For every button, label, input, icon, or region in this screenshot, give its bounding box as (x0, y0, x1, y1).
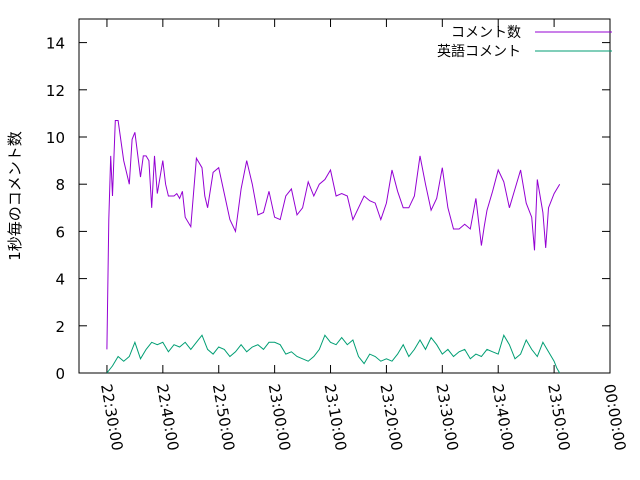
y-tick-label: 14 (46, 35, 65, 53)
y-ticks: 0 2 4 6 8 10 12 14 (46, 35, 610, 383)
x-tick-label: 22:30:00 (97, 383, 126, 452)
y-axis-label-group: 1秒毎のコメント数 (6, 131, 24, 261)
x-tick-label: 23:00:00 (265, 383, 294, 452)
y-tick-label: 12 (46, 82, 65, 100)
x-tick-label: 23:10:00 (321, 383, 350, 452)
legend-label-1: コメント数 (451, 25, 521, 41)
x-tick-label: 23:50:00 (544, 383, 573, 452)
series-line-2 (106, 333, 561, 374)
series-line-1 (106, 120, 561, 350)
x-tick-label: 23:30:00 (432, 383, 461, 452)
x-tick-label: 23:20:00 (376, 383, 405, 452)
x-ticks: 22:30:00 22:40:00 22:50:00 23:00:00 23:10:00… (97, 19, 629, 452)
y-tick-label: 2 (55, 318, 65, 336)
y-tick-label: 8 (55, 176, 65, 194)
x-tick-label: 22:50:00 (209, 383, 238, 452)
x-tick-label: 00:00:00 (600, 383, 629, 452)
y-tick-label: 10 (46, 129, 65, 147)
plot-area (78, 18, 611, 374)
x-tick-label: 22:40:00 (153, 383, 182, 452)
y-tick-label: 4 (55, 271, 65, 289)
series-layer (106, 120, 561, 374)
y-tick-label: 6 (55, 223, 65, 241)
y-tick-label: 0 (55, 365, 65, 383)
x-tick-label: 23:40:00 (488, 383, 517, 452)
y-axis-label: 1秒毎のコメント数 (6, 131, 24, 261)
plot-frame (78, 18, 611, 374)
legend-label-2: 英語コメント (437, 43, 521, 60)
